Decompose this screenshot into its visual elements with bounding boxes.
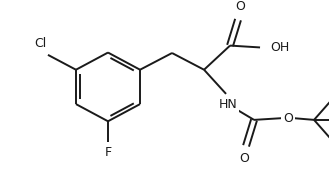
Text: O: O: [283, 112, 293, 125]
Text: F: F: [104, 146, 112, 159]
Text: HN: HN: [219, 98, 238, 111]
Text: O: O: [235, 0, 245, 13]
Text: Cl: Cl: [34, 37, 46, 50]
Text: OH: OH: [270, 41, 289, 54]
Text: O: O: [239, 152, 249, 165]
